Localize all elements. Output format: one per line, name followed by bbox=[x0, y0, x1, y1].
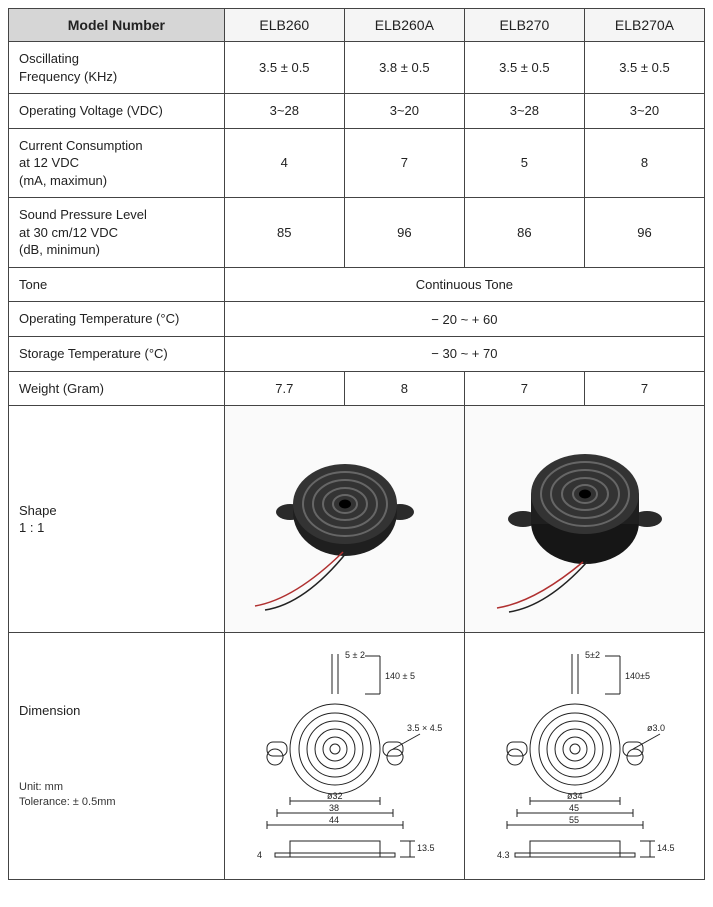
svg-text:4: 4 bbox=[257, 850, 262, 860]
row-label: Weight (Gram) bbox=[9, 371, 225, 406]
cell: 3~28 bbox=[464, 94, 584, 129]
col-header: ELB260 bbox=[224, 9, 344, 42]
table-row: Storage Temperature (°C) − 30 ~ + 70 bbox=[9, 337, 705, 372]
table-row: Sound Pressure Levelat 30 cm/12 VDC(dB, … bbox=[9, 198, 705, 268]
cell: 3.5 ± 0.5 bbox=[224, 42, 344, 94]
svg-text:4.3: 4.3 bbox=[497, 850, 510, 860]
col-header: ELB270A bbox=[584, 9, 704, 42]
spec-table: Model Number ELB260 ELB260A ELB270 ELB27… bbox=[8, 8, 705, 880]
svg-text:44: 44 bbox=[329, 815, 339, 825]
row-label: OscillatingFrequency (KHz) bbox=[9, 42, 225, 94]
dimension-tolerance: Tolerance: ± 0.5mm bbox=[19, 795, 214, 810]
cell: 86 bbox=[464, 198, 584, 268]
cell: 7 bbox=[584, 371, 704, 406]
svg-text:140±5: 140±5 bbox=[625, 671, 650, 681]
table-row: Operating Temperature (°C) − 20 ~ + 60 bbox=[9, 302, 705, 337]
cell: 8 bbox=[344, 371, 464, 406]
merged-cell: − 20 ~ + 60 bbox=[224, 302, 704, 337]
cell: 3.8 ± 0.5 bbox=[344, 42, 464, 94]
dimension-drawing-left: 5 ± 2 140 ± 5 3.5 × 4.5 ø32 38 44 13.5 4 bbox=[224, 633, 464, 880]
dimension-unit: Unit: mm bbox=[19, 780, 214, 795]
table-row: OscillatingFrequency (KHz) 3.5 ± 0.5 3.8… bbox=[9, 42, 705, 94]
shape-image-left bbox=[224, 406, 464, 633]
svg-text:38: 38 bbox=[329, 803, 339, 813]
cell: 5 bbox=[464, 128, 584, 198]
svg-text:ø32: ø32 bbox=[327, 791, 343, 801]
cell: 8 bbox=[584, 128, 704, 198]
svg-text:14.5: 14.5 bbox=[657, 843, 675, 853]
col-header: ELB260A bbox=[344, 9, 464, 42]
svg-text:140 ± 5: 140 ± 5 bbox=[385, 671, 415, 681]
svg-text:3.5 × 4.5: 3.5 × 4.5 bbox=[407, 723, 442, 733]
table-row: Current Consumptionat 12 VDC(mA, maximun… bbox=[9, 128, 705, 198]
row-label: Operating Temperature (°C) bbox=[9, 302, 225, 337]
row-label: Storage Temperature (°C) bbox=[9, 337, 225, 372]
dimension-row: Dimension Unit: mm Tolerance: ± 0.5mm 5 … bbox=[9, 633, 705, 880]
table-row: Tone Continuous Tone bbox=[9, 267, 705, 302]
shape-image-right bbox=[464, 406, 704, 633]
cell: 3~20 bbox=[344, 94, 464, 129]
svg-text:ø34: ø34 bbox=[567, 791, 583, 801]
cell: 4 bbox=[224, 128, 344, 198]
row-label: Operating Voltage (VDC) bbox=[9, 94, 225, 129]
buzzer-icon bbox=[475, 424, 695, 614]
merged-cell: − 30 ~ + 70 bbox=[224, 337, 704, 372]
table-row: Operating Voltage (VDC) 3~28 3~20 3~28 3… bbox=[9, 94, 705, 129]
svg-text:45: 45 bbox=[569, 803, 579, 813]
cell: 7.7 bbox=[224, 371, 344, 406]
svg-text:13.5: 13.5 bbox=[417, 843, 435, 853]
buzzer-icon bbox=[235, 424, 455, 614]
dimension-diagram-icon: 5 ± 2 140 ± 5 3.5 × 4.5 ø32 38 44 13.5 4 bbox=[235, 644, 465, 869]
cell: 7 bbox=[344, 128, 464, 198]
svg-text:ø3.0: ø3.0 bbox=[647, 723, 665, 733]
shape-row: Shape1 : 1 bbox=[9, 406, 705, 633]
dimension-diagram-icon: 5±2 140±5 ø3.0 ø34 45 55 14.5 4.3 bbox=[475, 644, 705, 869]
dimension-label: Dimension bbox=[19, 702, 214, 720]
row-label: Sound Pressure Levelat 30 cm/12 VDC(dB, … bbox=[9, 198, 225, 268]
cell: 3.5 ± 0.5 bbox=[464, 42, 584, 94]
row-label: Current Consumptionat 12 VDC(mA, maximun… bbox=[9, 128, 225, 198]
cell: 3.5 ± 0.5 bbox=[584, 42, 704, 94]
cell: 85 bbox=[224, 198, 344, 268]
cell: 96 bbox=[344, 198, 464, 268]
col-header: ELB270 bbox=[464, 9, 584, 42]
table-header-row: Model Number ELB260 ELB260A ELB270 ELB27… bbox=[9, 9, 705, 42]
dimension-drawing-right: 5±2 140±5 ø3.0 ø34 45 55 14.5 4.3 bbox=[464, 633, 704, 880]
shape-label: Shape1 : 1 bbox=[9, 406, 225, 633]
cell: 3~28 bbox=[224, 94, 344, 129]
merged-cell: Continuous Tone bbox=[224, 267, 704, 302]
cell: 96 bbox=[584, 198, 704, 268]
dimension-label-cell: Dimension Unit: mm Tolerance: ± 0.5mm bbox=[9, 633, 225, 880]
svg-text:55: 55 bbox=[569, 815, 579, 825]
cell: 7 bbox=[464, 371, 584, 406]
svg-text:5±2: 5±2 bbox=[585, 650, 600, 660]
row-label: Tone bbox=[9, 267, 225, 302]
model-number-header: Model Number bbox=[9, 9, 225, 42]
cell: 3~20 bbox=[584, 94, 704, 129]
svg-text:5 ± 2: 5 ± 2 bbox=[345, 650, 365, 660]
table-row: Weight (Gram) 7.7 8 7 7 bbox=[9, 371, 705, 406]
